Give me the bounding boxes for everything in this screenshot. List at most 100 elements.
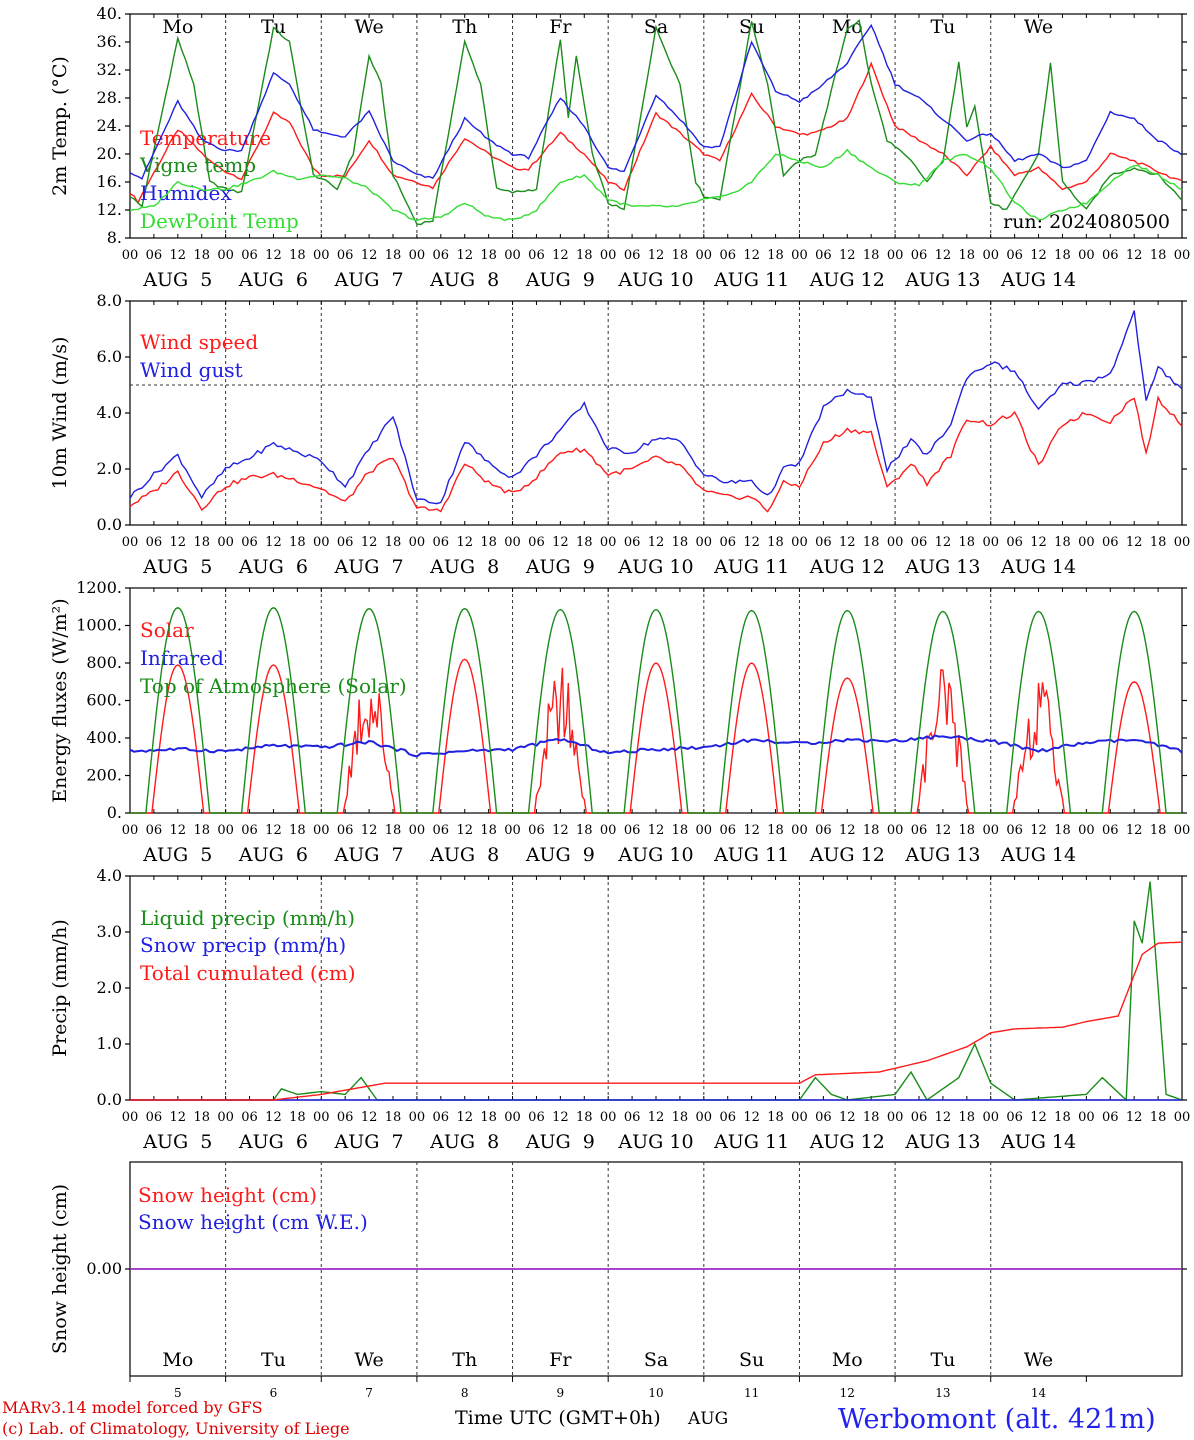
hour-label: 18 [767, 535, 784, 550]
hour-label: 12 [1126, 823, 1143, 838]
hour-label: 00 [600, 823, 617, 838]
y-tick-label: 40. [97, 4, 122, 23]
weekday-label: Mo [162, 1349, 193, 1371]
hour-label: 06 [241, 1110, 258, 1125]
hour-label: 00 [217, 823, 234, 838]
hour-label: 18 [672, 535, 689, 550]
hour-label: 00 [504, 1110, 521, 1125]
legend-entry: Top of Atmosphere (Solar) [140, 674, 407, 698]
hour-label: 18 [959, 248, 976, 263]
hour-label: 18 [959, 535, 976, 550]
hour-label: 00 [600, 1110, 617, 1125]
hour-label: 06 [624, 1110, 641, 1125]
y-tick-label: 4.0 [97, 403, 122, 422]
hour-label: 18 [863, 248, 880, 263]
date-label: AUG 7 [334, 269, 404, 291]
date-label: AUG 14 [1000, 269, 1076, 291]
hour-label: 12 [456, 823, 473, 838]
hour-label: 00 [696, 1110, 713, 1125]
hour-label: 18 [1054, 248, 1071, 263]
hour-label: 06 [624, 823, 641, 838]
y-tick-label: 12. [97, 200, 122, 219]
hour-label: 06 [146, 1110, 163, 1125]
hour-label: 06 [911, 535, 928, 550]
legend-entry: Total cumulated (cm) [140, 961, 356, 985]
hour-label: 06 [1006, 248, 1023, 263]
day-number: 13 [935, 1386, 950, 1400]
date-label: AUG 8 [429, 556, 499, 578]
hour-label: 18 [289, 248, 306, 263]
hour-label: 00 [313, 248, 330, 263]
hour-label: 00 [313, 535, 330, 550]
hour-label: 06 [146, 535, 163, 550]
day-number: 11 [744, 1386, 759, 1400]
hour-label: 00 [791, 248, 808, 263]
hour-label: 06 [719, 248, 736, 263]
hour-label: 18 [576, 248, 593, 263]
hour-label: 00 [409, 823, 426, 838]
hour-label: 00 [1174, 535, 1191, 550]
hour-label: 12 [265, 535, 282, 550]
hour-label: 06 [146, 823, 163, 838]
date-label: AUG 7 [334, 556, 404, 578]
hour-label: 18 [576, 1110, 593, 1125]
weekday-label: We [1024, 16, 1053, 38]
hour-label: 06 [815, 535, 832, 550]
hour-label: 12 [456, 1110, 473, 1125]
date-label: AUG 11 [713, 269, 789, 291]
hour-label: 18 [1150, 1110, 1167, 1125]
date-label: AUG 7 [334, 1131, 404, 1153]
hour-label: 00 [887, 535, 904, 550]
date-label: AUG 14 [1000, 844, 1076, 866]
date-label: AUG 9 [525, 844, 595, 866]
y-tick-label: 24. [97, 116, 122, 135]
date-label: AUG 9 [525, 556, 595, 578]
weekday-label: Fr [549, 1349, 572, 1371]
hour-label: 00 [982, 1110, 999, 1125]
legend-entry: Humidex [140, 181, 232, 205]
hour-label: 12 [170, 1110, 187, 1125]
day-number: 10 [648, 1386, 663, 1400]
hour-label: 18 [1054, 1110, 1071, 1125]
plot-frame [129, 13, 1183, 239]
date-label: AUG 6 [238, 556, 308, 578]
hour-label: 00 [696, 248, 713, 263]
hour-label: 00 [217, 248, 234, 263]
day-number: 8 [461, 1386, 469, 1400]
y-axis-label: 2m Temp. (°C) [49, 56, 71, 196]
hour-label: 00 [217, 1110, 234, 1125]
hour-label: 00 [696, 823, 713, 838]
hour-label: 06 [528, 248, 545, 263]
y-tick-label: 600. [86, 691, 122, 710]
hour-label: 12 [1126, 1110, 1143, 1125]
date-label: AUG 6 [238, 269, 308, 291]
y-tick-label: 8.0 [97, 291, 122, 310]
hour-label: 00 [887, 1110, 904, 1125]
y-tick-label: 28. [97, 88, 122, 107]
day-number: 9 [557, 1386, 565, 1400]
panel-5: 0.00 Snow height (cm) 5 6 7 8 9 10 11 12 13 14 Mo Tu W… [49, 1161, 1187, 1400]
hour-label: 12 [1030, 248, 1047, 263]
date-label: AUG 12 [809, 844, 885, 866]
hour-label: 18 [1054, 535, 1071, 550]
y-tick-label: 400. [86, 728, 122, 747]
panel-2: 0.0 2.0 4.0 6.0 8.0 10m Wind (m/s) 00 06 12 18 00 0… [49, 291, 1190, 578]
hour-label: 06 [624, 248, 641, 263]
date-label: AUG 5 [142, 1131, 212, 1153]
hour-label: 12 [361, 248, 378, 263]
date-label: AUG 5 [142, 269, 212, 291]
hour-label: 12 [743, 823, 760, 838]
date-label: AUG 13 [904, 1131, 980, 1153]
hour-label: 00 [600, 248, 617, 263]
hour-label: 06 [241, 535, 258, 550]
hour-label: 00 [504, 248, 521, 263]
date-label: AUG 13 [904, 844, 980, 866]
series-line [129, 148, 1183, 222]
hour-label: 06 [1006, 535, 1023, 550]
weekday-label: Tu [930, 1349, 955, 1371]
hour-label: 18 [193, 535, 210, 550]
hour-label: 18 [385, 248, 402, 263]
hour-label: 06 [719, 1110, 736, 1125]
hour-label: 18 [480, 1110, 497, 1125]
